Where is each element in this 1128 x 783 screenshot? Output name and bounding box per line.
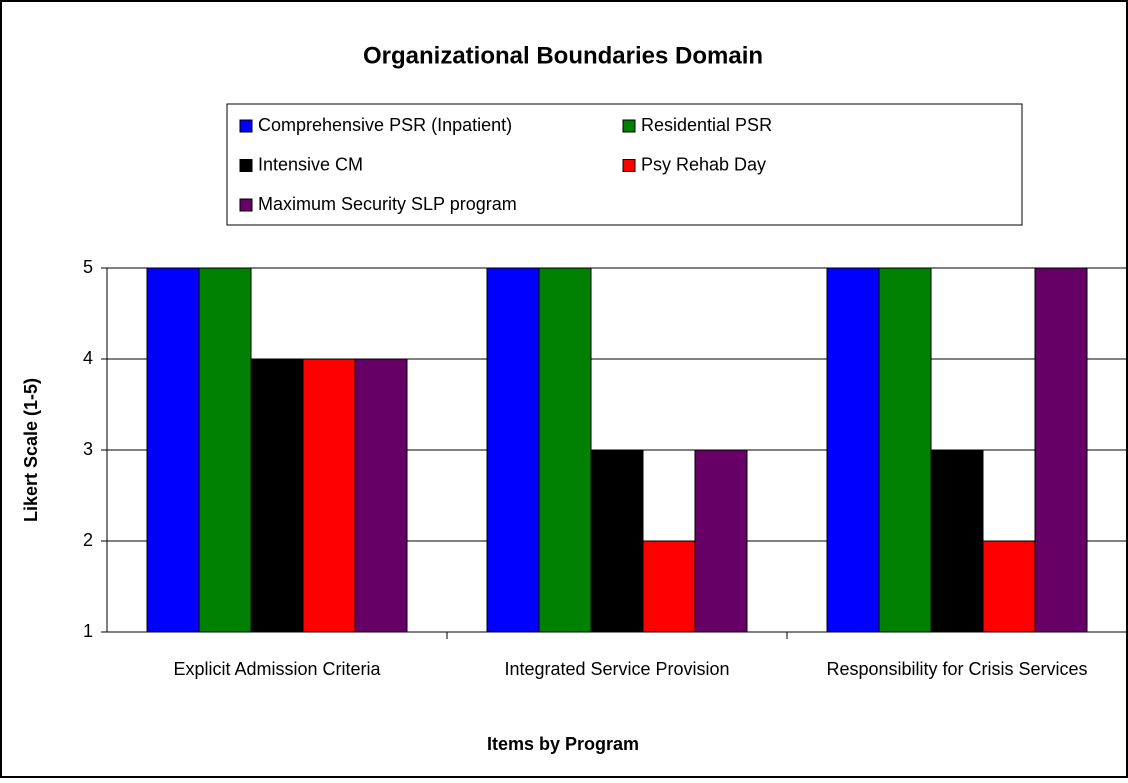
legend-swatch <box>239 198 253 212</box>
legend-swatch <box>239 159 253 172</box>
x-tick-label: Integrated Service Provision <box>504 659 730 679</box>
bar <box>930 449 984 633</box>
bar <box>826 267 880 633</box>
chart-title: Organizational Boundaries Domain <box>363 42 763 69</box>
bar <box>538 267 592 633</box>
y-axis-label: Likert Scale (1-5) <box>21 378 41 522</box>
bar <box>642 540 696 633</box>
x-tick-label: Responsibility for Crisis Services <box>826 659 1088 679</box>
legend-label: Maximum Security SLP program <box>258 194 517 214</box>
y-tick-label: 4 <box>83 348 93 368</box>
x-tick-label: Explicit Admission Criteria <box>173 659 381 679</box>
y-tick-label: 1 <box>83 621 93 641</box>
bar <box>486 267 540 633</box>
y-tick-label: 3 <box>83 439 93 459</box>
legend-swatch <box>239 119 253 133</box>
bar <box>354 358 408 633</box>
bar <box>250 358 304 633</box>
legend-swatch <box>622 119 636 133</box>
bar <box>302 358 356 633</box>
legend-swatch <box>622 159 636 172</box>
legend-label: Intensive CM <box>258 154 363 174</box>
y-tick-label: 2 <box>83 530 93 550</box>
bar <box>146 267 200 633</box>
legend-label: Psy Rehab Day <box>641 154 766 174</box>
y-tick-label: 5 <box>83 257 93 277</box>
bar <box>1034 267 1088 633</box>
bar <box>198 267 252 633</box>
legend-label: Residential PSR <box>641 115 772 135</box>
x-axis-label: Items by Program <box>487 734 639 754</box>
legend-label: Comprehensive PSR (Inpatient) <box>258 115 512 135</box>
bar <box>878 267 932 633</box>
bar <box>982 540 1036 633</box>
bar <box>694 449 748 633</box>
bar <box>590 449 644 633</box>
